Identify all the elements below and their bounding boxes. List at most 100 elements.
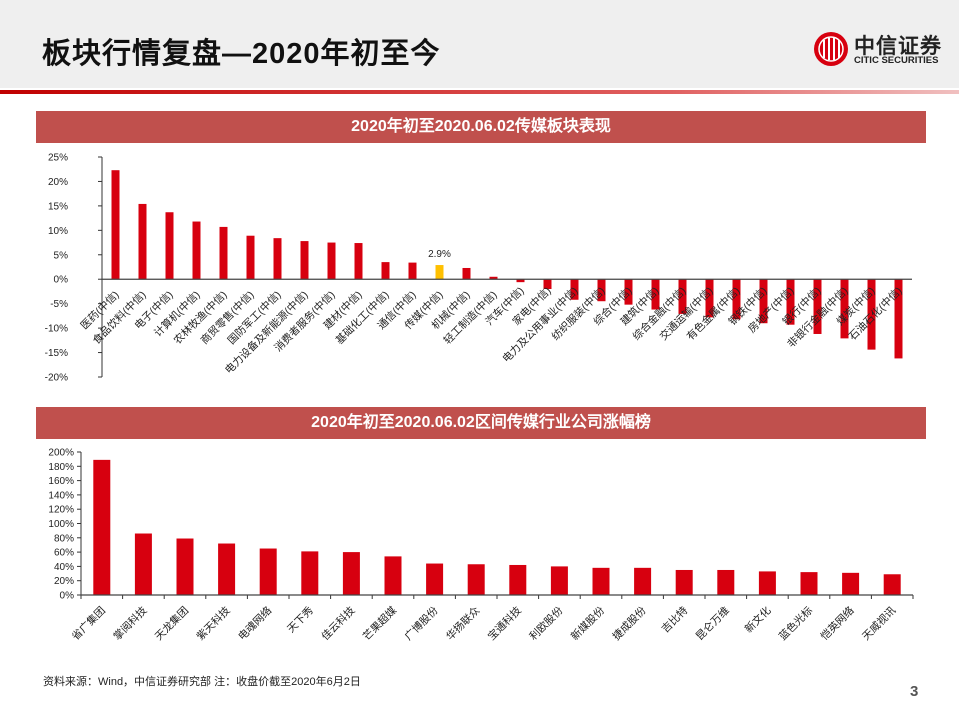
bar	[165, 212, 174, 280]
x-tick-label: 天龙集团	[152, 604, 191, 643]
y-tick-label: 100%	[48, 519, 74, 530]
bar	[592, 567, 610, 595]
bar	[301, 551, 319, 595]
x-tick-label: 昆仑万维	[693, 604, 732, 643]
logo-text-cn: 中信证券	[854, 35, 942, 58]
bar	[705, 279, 714, 318]
bar	[597, 279, 606, 302]
bar	[489, 276, 498, 280]
bar	[111, 170, 120, 280]
x-tick-label: 捷成股份	[610, 604, 649, 643]
bar	[543, 279, 552, 289]
x-tick-label: 宝通科技	[485, 604, 524, 643]
x-tick-label: 天下秀	[285, 604, 316, 635]
x-tick-label: 掌阅科技	[111, 604, 150, 643]
bar	[759, 279, 768, 324]
x-tick-label: 芒果超媒	[360, 604, 399, 643]
bar	[246, 235, 255, 280]
bar	[134, 533, 152, 595]
y-tick-label: -5%	[50, 299, 68, 310]
y-tick-label: 60%	[54, 548, 74, 559]
bar	[883, 574, 901, 595]
bar	[570, 279, 579, 300]
bar	[467, 564, 485, 595]
y-tick-label: 120%	[48, 505, 74, 516]
x-tick-label: 紫天科技	[194, 604, 233, 643]
y-tick-label: 140%	[48, 490, 74, 501]
bar	[717, 569, 735, 595]
x-tick-label: 吉比特	[659, 604, 691, 636]
y-tick-label: 20%	[54, 576, 74, 587]
y-tick-label: 25%	[48, 153, 68, 164]
y-tick-label: -20%	[45, 373, 68, 384]
y-tick-label: 40%	[54, 562, 74, 573]
header-divider	[0, 90, 959, 94]
y-tick-label: 10%	[48, 226, 68, 237]
bar	[516, 279, 525, 283]
bar	[381, 262, 390, 280]
bar	[509, 564, 527, 595]
y-tick-label: 200%	[48, 448, 74, 459]
bar	[219, 226, 228, 280]
bar	[93, 459, 111, 595]
x-tick-label: 华扬联众	[443, 604, 482, 643]
bar	[342, 552, 360, 595]
bar	[462, 267, 471, 280]
bar	[813, 279, 822, 334]
y-tick-label: 0%	[54, 275, 69, 286]
bar	[384, 556, 402, 595]
sector-performance-chart: 25%20%15%10%5%0%-5%-10%-15%-20%医药(中信)食品饮…	[45, 153, 912, 384]
bar	[786, 279, 795, 325]
logo-text-en: CITIC SECURITIES	[854, 55, 939, 66]
y-tick-label: 5%	[54, 250, 69, 261]
y-tick-label: 180%	[48, 462, 74, 473]
bar	[354, 243, 363, 280]
bar	[675, 569, 693, 595]
bar	[634, 567, 652, 595]
bar	[192, 221, 201, 280]
y-tick-label: 15%	[48, 201, 68, 212]
data-label: 2.9%	[428, 249, 451, 260]
citic-logo: 中信证券 CITIC SECURITIES	[812, 30, 947, 70]
bar	[867, 279, 876, 350]
x-tick-label: 恺英网络	[818, 604, 857, 643]
bar	[138, 203, 147, 280]
bar	[218, 543, 236, 595]
citic-logo-icon	[814, 32, 848, 66]
x-tick-label: 蓝色光标	[776, 604, 815, 643]
y-tick-label: 160%	[48, 476, 74, 487]
x-tick-label: 天威视讯	[859, 604, 898, 643]
bar	[894, 279, 903, 359]
bar	[408, 262, 417, 280]
bar	[176, 538, 194, 595]
source-note: 资料来源：Wind，中信证券研究部 注：收盘价截至2020年6月2日	[43, 676, 361, 688]
bar	[840, 279, 849, 339]
y-tick-label: 20%	[48, 177, 68, 188]
header-bar	[0, 0, 959, 88]
bar	[426, 563, 444, 595]
bar	[842, 572, 860, 595]
bar	[732, 279, 741, 320]
y-tick-label: -10%	[45, 324, 68, 335]
x-tick-label: 佳云科技	[319, 604, 358, 643]
y-tick-label: -15%	[45, 348, 68, 359]
bar	[435, 265, 444, 280]
page-number: 3	[910, 683, 919, 700]
x-tick-label: 省广集团	[69, 604, 108, 643]
chart2-title: 2020年初至2020.06.02区间传媒行业公司涨幅榜	[36, 407, 926, 439]
x-tick-label: 新媒股份	[568, 604, 607, 643]
page-title: 板块行情复盘—2020年初至今	[42, 38, 441, 70]
x-tick-label: 新文化	[742, 604, 774, 636]
y-tick-label: 80%	[54, 533, 74, 544]
x-tick-label: 利欧股份	[527, 604, 566, 643]
bar	[259, 548, 277, 595]
bar	[800, 572, 818, 595]
bar	[678, 279, 687, 314]
y-tick-label: 0%	[60, 591, 75, 602]
x-tick-label: 广博股份	[402, 604, 441, 643]
bar	[651, 279, 660, 310]
bar	[300, 241, 309, 280]
bar	[624, 279, 633, 305]
bar	[327, 242, 336, 280]
company-gains-chart: 200% 180% 160% 140% 120% 100% 80% 60% 40% 20% 0% 省广…	[48, 448, 914, 643]
